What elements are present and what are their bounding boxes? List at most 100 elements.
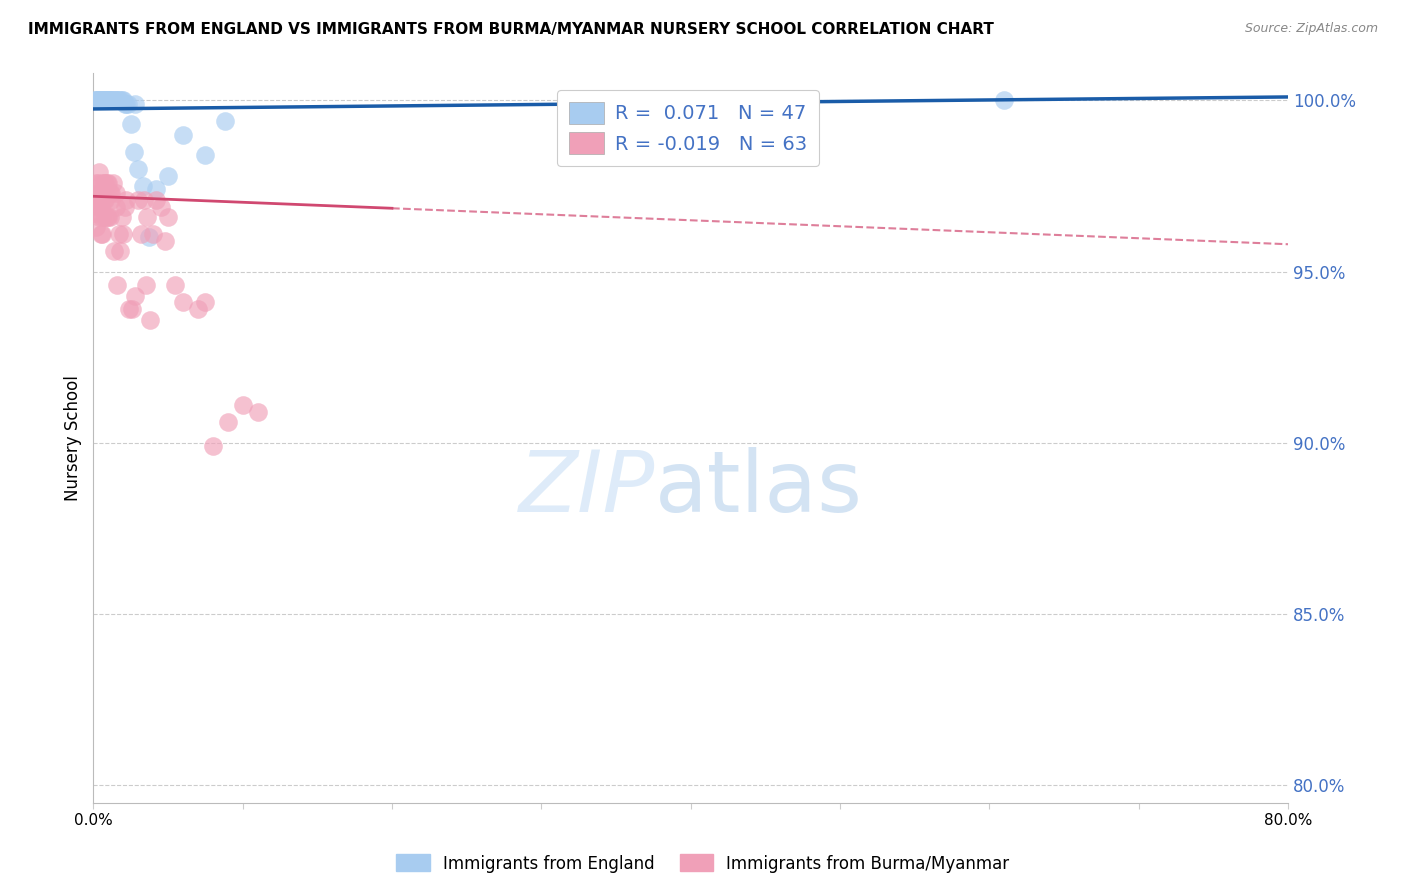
Point [89, 94, 111, 108]
Point [108, 94, 131, 108]
Point [104, 94, 127, 108]
Point [93, 94, 115, 108]
Point [91, 210, 114, 224]
Text: ZIP: ZIP [519, 447, 655, 531]
Point [194, 295, 217, 310]
Point [105, 278, 128, 293]
Text: IMMIGRANTS FROM ENGLAND VS IMMIGRANTS FROM BURMA/MYANMAR NURSERY SCHOOL CORRELAT: IMMIGRANTS FROM ENGLAND VS IMMIGRANTS FR… [28, 22, 994, 37]
Point [84, 94, 107, 108]
Point [232, 398, 254, 412]
Point [139, 312, 162, 326]
Point [94, 94, 117, 108]
Point [100, 193, 122, 207]
Text: atlas: atlas [655, 447, 863, 531]
Point [87, 94, 110, 108]
Legend: R =  0.071   N = 47, R = -0.019   N = 63: R = 0.071 N = 47, R = -0.019 N = 63 [557, 90, 820, 166]
Point [108, 244, 131, 258]
Point [214, 114, 236, 128]
Point [153, 234, 176, 248]
Point [90, 94, 112, 108]
Point [84, 193, 107, 207]
Point [96, 210, 118, 224]
Point [145, 193, 167, 207]
Point [90, 227, 112, 241]
Point [187, 302, 209, 317]
Point [89, 193, 111, 207]
Point [136, 210, 159, 224]
Point [96, 94, 118, 108]
Point [83, 206, 105, 220]
Point [87, 176, 110, 190]
Point [131, 179, 153, 194]
Point [96, 176, 118, 190]
Point [89, 94, 111, 108]
Point [84, 220, 107, 235]
Point [87, 200, 110, 214]
Point [115, 193, 138, 207]
Point [138, 230, 160, 244]
Y-axis label: Nursery School: Nursery School [65, 375, 82, 500]
Point [90, 193, 112, 207]
Point [84, 94, 107, 108]
Point [145, 182, 167, 196]
Point [172, 128, 194, 142]
Point [87, 186, 110, 200]
Point [91, 94, 114, 108]
Point [93, 94, 115, 108]
Point [114, 96, 136, 111]
Point [91, 94, 114, 108]
Point [129, 227, 152, 241]
Point [124, 96, 146, 111]
Point [127, 161, 149, 176]
Point [97, 176, 120, 190]
Point [94, 94, 117, 108]
Point [135, 278, 157, 293]
Point [98, 94, 121, 108]
Point [97, 210, 120, 224]
Point [100, 94, 122, 108]
Point [90, 94, 112, 108]
Point [94, 193, 117, 207]
Text: Source: ZipAtlas.com: Source: ZipAtlas.com [1244, 22, 1378, 36]
Point [107, 227, 129, 241]
Point [87, 94, 110, 108]
Point [103, 94, 125, 108]
Point [83, 94, 105, 108]
Point [97, 94, 120, 108]
Point [172, 295, 194, 310]
Point [149, 200, 172, 214]
Point [117, 96, 139, 111]
Point [93, 193, 115, 207]
Point [142, 227, 165, 241]
Point [100, 186, 122, 200]
Point [127, 193, 149, 207]
Point [132, 193, 155, 207]
Point [246, 405, 269, 419]
Point [104, 200, 127, 214]
Point [98, 186, 121, 200]
Point [194, 148, 217, 162]
Point [111, 94, 134, 108]
Point [103, 244, 125, 258]
Point [100, 94, 122, 108]
Point [112, 227, 135, 241]
Point [217, 415, 239, 429]
Point [993, 94, 1015, 108]
Point [91, 176, 114, 190]
Point [115, 96, 138, 111]
Point [83, 189, 105, 203]
Point [101, 94, 124, 108]
Point [89, 210, 111, 224]
Point [165, 278, 187, 293]
Point [156, 210, 179, 224]
Point [101, 176, 124, 190]
Point [107, 94, 129, 108]
Point [98, 94, 121, 108]
Point [94, 176, 117, 190]
Point [105, 94, 128, 108]
Point [201, 439, 224, 453]
Point [104, 94, 127, 108]
Point [90, 200, 112, 214]
Point [94, 210, 117, 224]
Point [122, 145, 145, 159]
